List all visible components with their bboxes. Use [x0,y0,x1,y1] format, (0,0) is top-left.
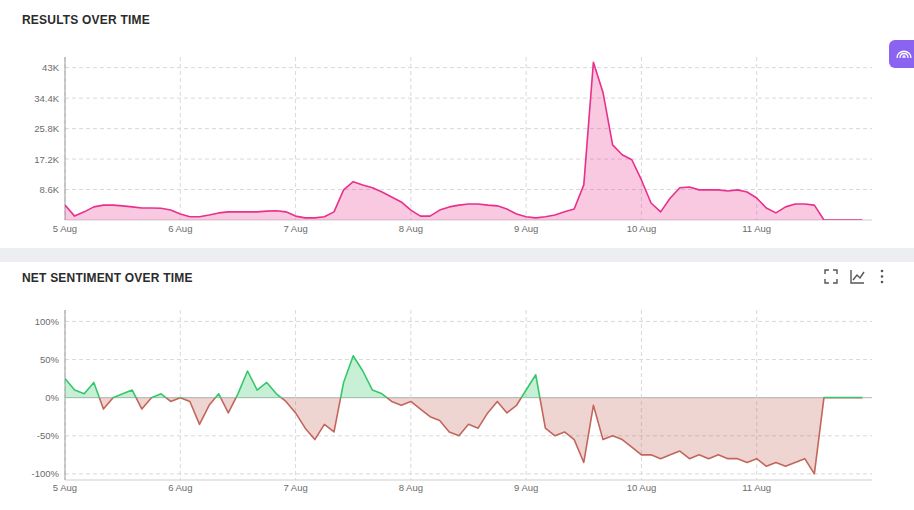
x-tick-label: 11 Aug [742,223,771,234]
x-tick-label: 6 Aug [168,223,192,234]
x-tick-label: 8 Aug [399,223,423,234]
y-grid-line [65,159,872,160]
area-line [65,62,862,220]
y-grid-line [65,98,872,99]
y-grid-line [65,67,872,68]
chart-title: NET SENTIMENT OVER TIME [22,271,193,285]
y-tick-label: 100% [35,316,60,327]
x-tick-label: 7 Aug [283,223,307,234]
plot-marks [65,356,862,474]
chart-title: RESULTS OVER TIME [22,13,150,27]
y-tick-label: 25.8K [34,123,59,134]
expand-icon[interactable] [825,270,837,283]
x-tick-label: 11 Aug [742,482,771,493]
y-tick-label: 50% [40,354,60,365]
badge-icon[interactable] [897,51,911,58]
panel-card-0 [0,0,914,248]
x-grid-line [295,310,296,480]
area-line [65,356,862,474]
y-grid-line [65,359,872,360]
y-grid-line [65,189,872,190]
x-tick-label: 10 Aug [627,223,657,234]
chart-1: NET SENTIMENT OVER TIME -100% -50% 0% 50% 100… [22,270,883,493]
x-grid-line [180,57,181,220]
x-grid-line [756,57,757,220]
area-fill [65,356,862,474]
x-grid-line [295,57,296,220]
y-tick-label: 34.4K [34,93,59,104]
x-tick-label: 8 Aug [399,482,423,493]
y-grid-line [65,128,872,129]
menu-dot[interactable] [881,270,884,273]
panel-card-1 [0,262,914,510]
x-grid-line [410,57,411,220]
y-tick-label: 43K [42,62,60,73]
x-tick-label: 7 Aug [283,482,307,493]
assistant-badge[interactable] [889,40,914,68]
area-fill [65,62,862,220]
x-grid-line [410,310,411,480]
toolbar [825,270,883,284]
x-tick-label: 6 Aug [168,482,192,493]
x-tick-label: 9 Aug [514,482,538,493]
x-grid-line [526,57,527,220]
chart-type-icon[interactable] [851,270,864,283]
x-axis-line [65,480,872,481]
menu-dot[interactable] [881,275,884,278]
x-tick-label: 9 Aug [514,223,538,234]
y-tick-label: 8.6K [39,184,59,195]
y-tick-label: 17.2K [34,154,59,165]
y-tick-label: -50% [37,430,60,441]
x-tick-label: 10 Aug [627,482,657,493]
chart-0: RESULTS OVER TIME 8.6K 17.2K 25.8K 34.4K 43K 5… [22,13,872,234]
y-grid-line [65,473,872,474]
y-axis-line [65,57,66,220]
badge-bg[interactable] [889,40,914,68]
y-grid-line [65,321,872,322]
menu-dot[interactable] [881,281,884,284]
plot-marks [65,62,862,220]
x-tick-label: 5 Aug [53,223,77,234]
x-grid-line [180,310,181,480]
chart-canvas: RESULTS OVER TIME 8.6K 17.2K 25.8K 34.4K 43K 5… [0,0,914,510]
x-tick-label: 5 Aug [53,482,77,493]
y-tick-label: -100% [32,468,60,479]
x-grid-line [65,57,66,220]
y-tick-label: 0% [45,392,59,403]
